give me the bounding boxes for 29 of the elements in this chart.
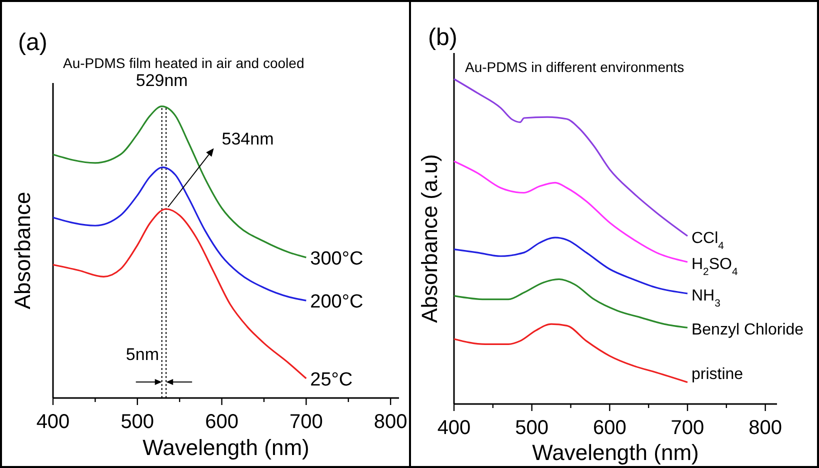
chart-subtitle: Au-PDMS film heated in air and cooled bbox=[63, 55, 304, 71]
x-tick-label: 800 bbox=[748, 417, 782, 439]
annotation: 5nm bbox=[126, 345, 159, 364]
x-tick-label: 400 bbox=[36, 411, 70, 433]
series-label: CCl$_{4}$ bbox=[691, 230, 724, 252]
series-label: H$_{2}$SO$_{4}$ bbox=[691, 256, 738, 278]
chart-title: (a) bbox=[18, 29, 48, 56]
x-tick-label: 600 bbox=[592, 417, 626, 439]
annotation: 534nm bbox=[222, 129, 274, 148]
x-tick-label: 500 bbox=[120, 411, 154, 433]
series-label: pristine bbox=[691, 366, 744, 384]
x-tick-label: 800 bbox=[374, 411, 408, 433]
x-tick-label: 600 bbox=[205, 411, 238, 433]
x-tick-label: 400 bbox=[437, 417, 471, 439]
y-axis-title: Absorbance (a.u) bbox=[417, 154, 442, 323]
series-label: 25°C bbox=[310, 369, 353, 390]
x-axis-title: Wavelength (nm) bbox=[142, 435, 310, 460]
x-tick-label: 700 bbox=[670, 417, 704, 439]
chart-subtitle: Au-PDMS in different environments bbox=[465, 59, 684, 75]
x-tick-label: 700 bbox=[289, 411, 323, 433]
series-label: 300°C bbox=[310, 248, 364, 270]
series-label: NH$_{3}$ bbox=[691, 288, 721, 309]
y-axis-title: Absorbance bbox=[10, 192, 35, 310]
x-tick-label: 500 bbox=[515, 417, 549, 439]
x-axis-title: Wavelength (nm) bbox=[532, 440, 699, 465]
chart-title: (b) bbox=[428, 24, 458, 51]
series-label: Benzyl Chloride bbox=[691, 322, 804, 339]
text: 529nm bbox=[136, 70, 188, 90]
series-label: 200°C bbox=[310, 292, 364, 313]
